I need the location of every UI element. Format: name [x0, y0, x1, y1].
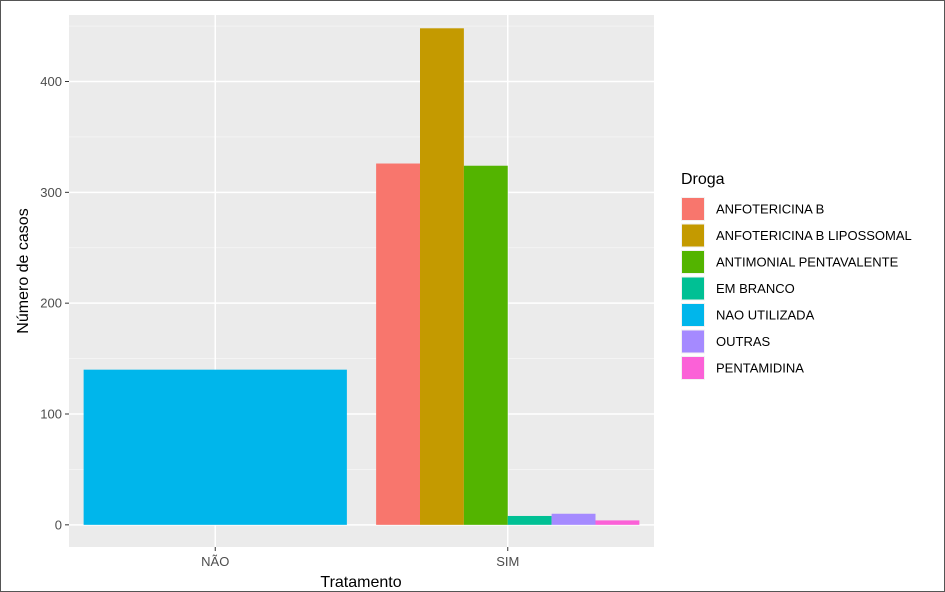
legend-label: ANFOTERICINA B — [716, 202, 824, 217]
x-tick-label: NÃO — [201, 554, 229, 569]
legend-swatch — [682, 198, 704, 220]
bar — [595, 520, 640, 525]
legend-swatch — [682, 277, 704, 300]
legend-swatch — [682, 251, 704, 273]
legend-label: EM BRANCO — [716, 281, 795, 296]
bar — [463, 165, 508, 525]
y-tick-label: 0 — [55, 517, 62, 532]
legend-swatch — [682, 224, 704, 247]
legend-label: NAO UTILIZADA — [716, 308, 815, 323]
legend-swatch — [682, 304, 704, 326]
legend-swatch — [682, 330, 704, 353]
bar — [551, 513, 596, 525]
bar — [83, 369, 347, 525]
y-tick-label: 200 — [40, 296, 62, 311]
x-axis-title: Tratamento — [320, 574, 401, 591]
x-tick-label: SIM — [496, 554, 519, 569]
x-axis: NÃO SIM — [201, 547, 519, 569]
legend-label: OUTRAS — [716, 334, 771, 349]
legend-label: ANFOTERICINA B LIPOSSOMAL — [716, 228, 912, 243]
bar — [507, 515, 552, 525]
legend-title: Droga — [681, 171, 725, 188]
y-tick-label: 400 — [40, 74, 62, 89]
y-axis-title: Número de casos — [15, 208, 32, 333]
y-axis: 0 100 200 300 400 — [40, 74, 69, 532]
legend-swatch — [682, 357, 704, 379]
legend-label: ANTIMONIAL PENTAVALENTE — [716, 255, 899, 270]
bar — [420, 28, 464, 525]
legend-label: PENTAMIDINA — [716, 361, 804, 376]
bar — [376, 163, 420, 525]
y-tick-label: 100 — [40, 407, 62, 422]
legend: Droga ANFOTERICINA B ANFOTERICINA B LIPOS… — [681, 171, 912, 380]
y-tick-label: 300 — [40, 185, 62, 200]
bars — [83, 28, 640, 525]
